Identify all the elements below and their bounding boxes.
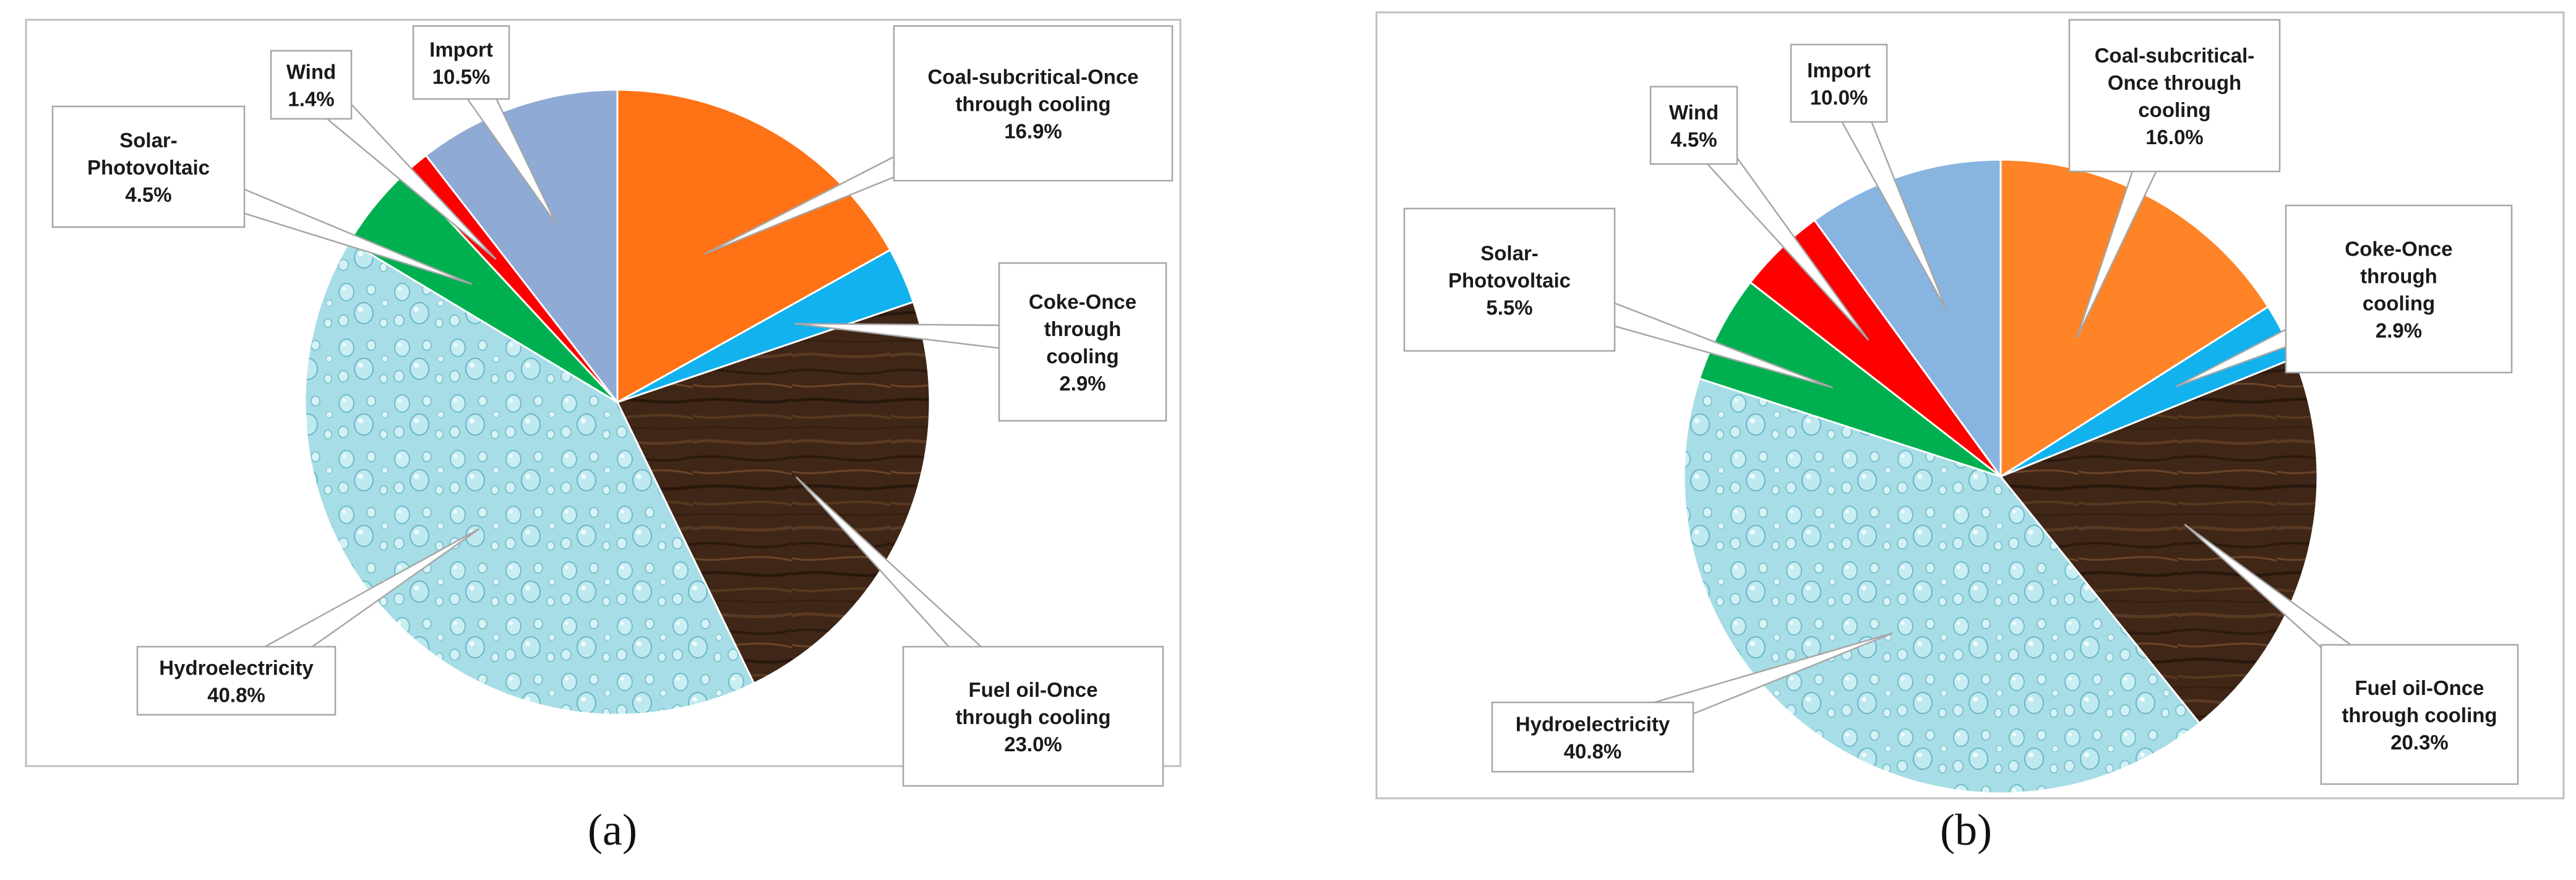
data-label-value: 4.5% [125, 183, 171, 206]
pie-slice-solar-photovoltaic [1698, 281, 2001, 478]
data-label-wind: Wind 4.5% [1649, 85, 1738, 165]
data-label-name: Coke-Once [2345, 237, 2452, 260]
data-label-name: Once through [2108, 71, 2241, 94]
chart-panel-a: Coal-subcritical-Once through cooling 16.9… [25, 19, 1182, 787]
panel-a-caption: (a) [588, 805, 637, 855]
pie-slice-coal-subcritical-once-through-cooling [616, 88, 892, 404]
data-label-import: Import 10.0% [1790, 43, 1888, 123]
pie [1683, 158, 2319, 795]
data-label-name: Solar- [119, 129, 178, 152]
pie-slice-fuel-oil-once-through-cooling [1999, 356, 2319, 725]
data-label-solar-photovoltaic: Solar- Photovoltaic 5.5% [1403, 207, 1616, 352]
data-label-value: 23.0% [1004, 733, 1062, 756]
data-label-name: Solar- [1480, 241, 1539, 264]
data-label-name: Wind [286, 60, 336, 83]
data-label-box [412, 25, 510, 100]
pie-slice-fuel-oil-once-through-cooling [616, 300, 931, 685]
data-label-coke-once-through-cooling: Coke-Once through cooling 2.9% [998, 262, 1167, 422]
data-label-name: through cooling [2342, 704, 2497, 727]
data-labels: Coal-subcritical- Once through cooling 16.0… [1403, 19, 2519, 785]
data-label-name: through cooling [955, 92, 1110, 115]
data-label-name: Photovoltaic [87, 156, 210, 179]
data-label-box [2320, 644, 2519, 785]
chart-panel-b: Coal-subcritical- Once through cooling 16.0… [1375, 11, 2565, 800]
data-label-name: Coal-subcritical-Once [927, 65, 1138, 88]
data-label-value: 10.5% [432, 65, 491, 88]
data-label-import: Import 10.5% [412, 25, 510, 100]
data-label-box [51, 105, 246, 228]
data-label-name: cooling [2363, 291, 2435, 314]
data-label-fuel-oil-once-through-cooling: Fuel oil-Once through cooling 23.0% [902, 645, 1164, 787]
panel-b-caption: (b) [1940, 805, 1992, 855]
data-label-value: 5.5% [1486, 296, 1532, 319]
data-label-name: Import [1807, 59, 1871, 82]
data-label-box [270, 50, 353, 120]
data-label-name: Import [429, 38, 493, 61]
data-label-name: Coal-subcritical- [2095, 44, 2255, 67]
data-label-box [136, 645, 337, 716]
data-label-name: cooling [2138, 98, 2210, 121]
data-label-name: Hydroelectricity [1516, 712, 1670, 735]
data-label-fuel-oil-once-through-cooling: Fuel oil-Once through cooling 20.3% [2320, 644, 2519, 785]
data-label-box [1649, 85, 1738, 165]
pie-slice-coal-subcritical-once-through-cooling [1999, 158, 2270, 478]
data-label-name: Fuel oil-Once [968, 678, 1097, 701]
pie-slice-hydroelectricity [1683, 377, 2201, 795]
data-label-value: 1.4% [288, 87, 334, 110]
data-label-wind: Wind 1.4% [270, 50, 353, 120]
data-label-name: Photovoltaic [1448, 269, 1571, 291]
data-label-box [1403, 207, 1616, 352]
data-label-name: Hydroelectricity [159, 656, 314, 679]
data-label-coke-once-through-cooling: Coke-Once through cooling 2.9% [2285, 204, 2513, 374]
data-label-name: Fuel oil-Once [2355, 676, 2484, 699]
data-label-value: 20.3% [2390, 731, 2449, 754]
data-label-value: 2.9% [1059, 372, 1106, 395]
data-label-name: Wind [1669, 101, 1719, 124]
data-label-value: 16.0% [2145, 126, 2204, 149]
pie-slice-hydroelectricity [304, 240, 755, 716]
data-label-name: cooling [1046, 345, 1118, 368]
data-label-box [893, 25, 1174, 182]
data-label-box [2285, 204, 2513, 374]
data-label-coal-subcritical-once-through-cooling: Coal-subcritical-Once through cooling 16.9… [893, 25, 1174, 182]
data-label-value: 2.9% [2376, 319, 2422, 342]
data-label-name: Coke-Once [1029, 290, 1136, 313]
data-label-name: through [2360, 264, 2437, 287]
data-label-hydroelectricity: Hydroelectricity 40.8% [136, 645, 337, 716]
data-label-box [1491, 701, 1694, 773]
data-label-name: through cooling [955, 705, 1110, 728]
data-labels: Coal-subcritical-Once through cooling 16.9… [51, 25, 1174, 787]
pie [304, 88, 931, 716]
data-label-value: 40.8% [207, 683, 265, 706]
data-label-box [2068, 19, 2281, 173]
data-label-value: 4.5% [1670, 128, 1717, 151]
data-label-box [902, 645, 1164, 787]
data-label-value: 40.8% [1564, 740, 1622, 762]
data-label-box [1790, 43, 1888, 123]
data-label-coal-subcritical-once-through-cooling: Coal-subcritical- Once through cooling 16.0… [2068, 19, 2281, 173]
data-label-value: 16.9% [1004, 119, 1062, 142]
data-label-name: through [1044, 317, 1122, 340]
data-label-solar-photovoltaic: Solar- Photovoltaic 4.5% [51, 105, 246, 228]
data-label-box [998, 262, 1167, 422]
data-label-value: 10.0% [1810, 86, 1868, 109]
data-label-hydroelectricity: Hydroelectricity 40.8% [1491, 701, 1694, 773]
pie-slice-import [424, 88, 619, 405]
pie-slice-import [1813, 158, 2002, 480]
